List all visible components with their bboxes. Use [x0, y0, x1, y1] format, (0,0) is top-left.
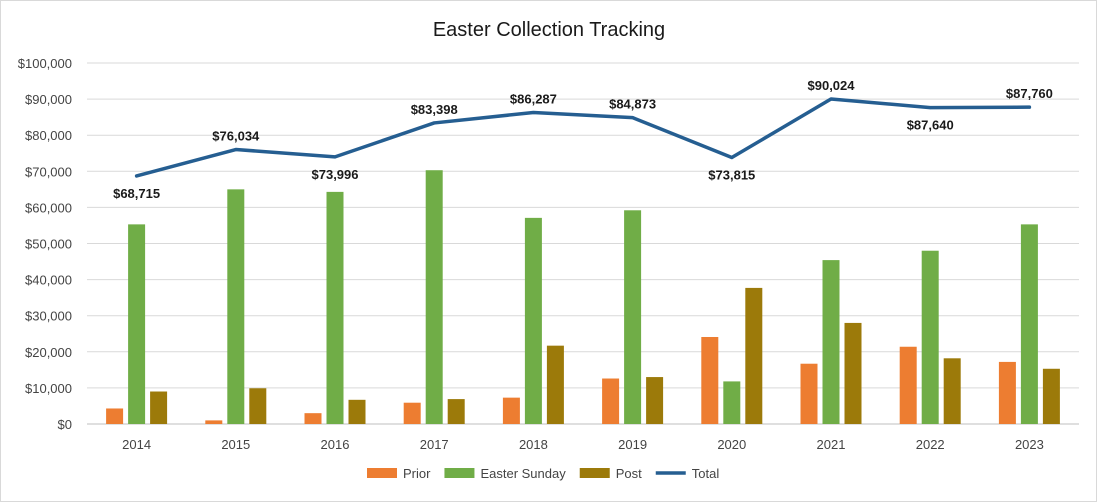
bar-easter-sunday-2016 — [326, 191, 344, 424]
total-data-label: $86,287 — [510, 92, 557, 107]
bar-prior-2015 — [205, 420, 223, 424]
legend-label-total: Total — [692, 466, 720, 481]
y-tick-label: $50,000 — [25, 237, 72, 252]
total-point-2014 — [135, 174, 139, 178]
bar-prior-2019 — [602, 378, 620, 424]
bar-easter-sunday-2015 — [227, 189, 245, 424]
bar-post-2022 — [943, 358, 961, 424]
total-point-2015 — [234, 148, 238, 152]
total-point-2022 — [928, 106, 932, 110]
bar-post-2021 — [844, 322, 862, 424]
total-data-label: $73,996 — [312, 167, 359, 182]
y-tick-label: $40,000 — [25, 273, 72, 288]
bar-prior-2023 — [998, 361, 1016, 424]
y-tick-label: $0 — [58, 417, 72, 432]
bar-series — [106, 170, 1060, 424]
bar-easter-sunday-2021 — [822, 260, 840, 424]
bar-post-2015 — [249, 388, 267, 424]
total-point-2019 — [631, 116, 635, 120]
bar-prior-2017 — [403, 402, 421, 424]
total-series-line — [134, 97, 1032, 178]
bar-prior-2020 — [701, 336, 719, 424]
total-data-label: $83,398 — [411, 102, 458, 117]
bar-easter-sunday-2019 — [624, 210, 642, 424]
legend-label-easter-sunday: Easter Sunday — [480, 466, 566, 481]
bar-easter-sunday-2023 — [1020, 224, 1038, 424]
total-data-label: $68,715 — [113, 186, 160, 201]
x-axis-ticks: 2014 2015 2016 2017 2018 2019 2020 2021 2022 2023 — [122, 437, 1044, 452]
bar-post-2017 — [447, 399, 465, 424]
y-tick-label: $100,000 — [18, 56, 72, 71]
bar-easter-sunday-2014 — [128, 224, 146, 424]
legend-label-prior: Prior — [403, 466, 431, 481]
x-tick-label: 2022 — [916, 437, 945, 452]
bar-prior-2018 — [502, 397, 520, 424]
total-data-label: $73,815 — [708, 168, 755, 183]
total-point-2018 — [531, 111, 535, 115]
bar-easter-sunday-2017 — [425, 170, 443, 424]
bar-easter-sunday-2020 — [723, 381, 741, 424]
y-tick-label: $30,000 — [25, 309, 72, 324]
bar-post-2016 — [348, 399, 366, 424]
bar-easter-sunday-2022 — [921, 250, 939, 424]
total-line: $68,715 $76,034 $73,996 $83,398 $86,287 $84,8… — [113, 78, 1053, 201]
x-tick-label: 2020 — [717, 437, 746, 452]
x-tick-label: 2018 — [519, 437, 548, 452]
y-tick-label: $80,000 — [25, 128, 72, 143]
bar-post-2019 — [646, 377, 664, 424]
y-tick-label: $90,000 — [25, 92, 72, 107]
total-data-label: $87,640 — [907, 118, 954, 133]
x-tick-label: 2019 — [618, 437, 647, 452]
x-tick-label: 2015 — [221, 437, 250, 452]
y-tick-label: $10,000 — [25, 381, 72, 396]
total-data-label: $76,034 — [212, 129, 260, 144]
legend-swatch-easter-sunday — [444, 468, 475, 478]
x-tick-label: 2021 — [817, 437, 846, 452]
legend: Prior Easter Sunday Post Total — [367, 466, 719, 481]
legend-swatch-post — [579, 468, 610, 478]
chart-title: Easter Collection Tracking — [433, 19, 665, 41]
y-tick-label: $70,000 — [25, 164, 72, 179]
x-tick-label: 2014 — [122, 437, 151, 452]
bar-prior-2022 — [899, 346, 917, 424]
bar-post-2018 — [546, 345, 564, 424]
bar-prior-2016 — [304, 413, 322, 424]
bar-post-2014 — [150, 391, 168, 424]
legend-label-post: Post — [616, 466, 642, 481]
total-data-label: $84,873 — [609, 97, 656, 112]
total-point-2020 — [730, 156, 734, 160]
gridlines — [87, 62, 1079, 425]
y-tick-label: $20,000 — [25, 345, 72, 360]
bar-post-2020 — [745, 287, 763, 424]
y-axis-ticks: $0 $10,000 $20,000 $30,000 $40,000 $50,000 $60… — [18, 56, 72, 432]
total-point-2023 — [1027, 105, 1031, 109]
total-data-label: $87,760 — [1006, 86, 1053, 101]
y-tick-label: $60,000 — [25, 200, 72, 215]
total-point-2016 — [333, 155, 337, 159]
total-point-2021 — [829, 97, 833, 101]
bar-prior-2021 — [800, 363, 818, 424]
x-tick-label: 2023 — [1015, 437, 1044, 452]
x-tick-label: 2016 — [321, 437, 350, 452]
bar-easter-sunday-2018 — [524, 217, 542, 424]
total-data-label: $90,024 — [808, 78, 856, 93]
x-tick-label: 2017 — [420, 437, 449, 452]
total-point-2017 — [432, 121, 436, 125]
bar-post-2023 — [1042, 368, 1060, 424]
bar-prior-2014 — [106, 408, 124, 424]
legend-swatch-prior — [367, 468, 397, 478]
